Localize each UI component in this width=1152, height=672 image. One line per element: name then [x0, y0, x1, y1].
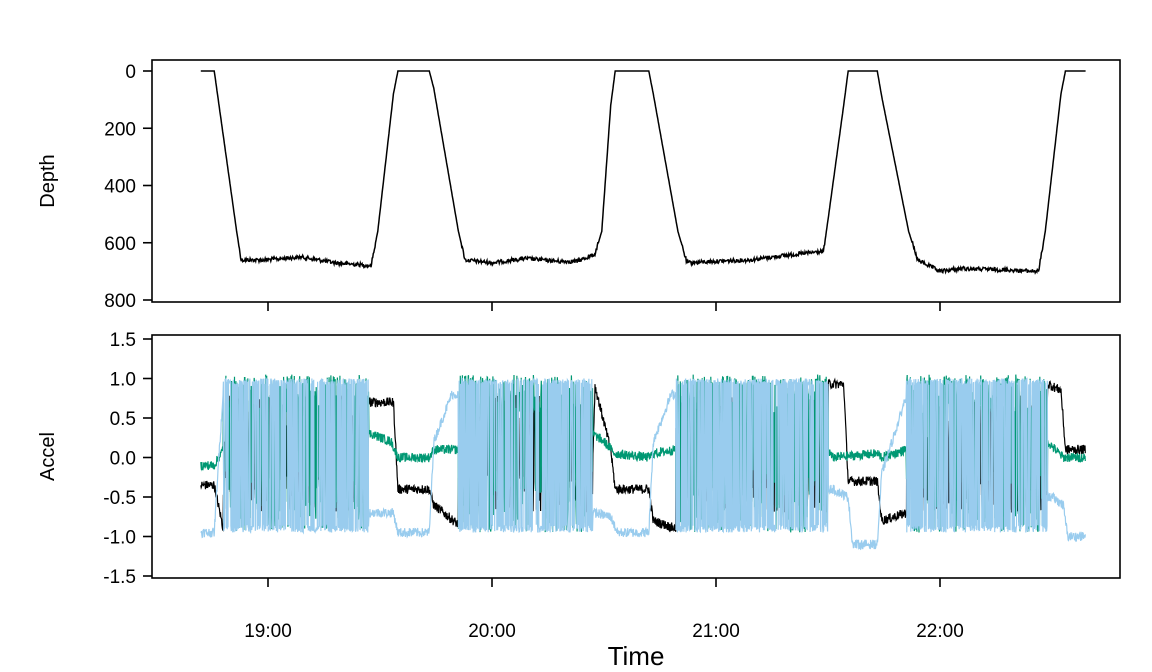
time-x-tick-label: 22:00 [916, 621, 964, 642]
accel-y-tick-label: -1.0 [103, 528, 136, 549]
time-x-tick-label: 21:00 [692, 621, 740, 642]
time-x-tick-label: 20:00 [468, 621, 516, 642]
depth-series-group [200, 70, 1086, 275]
depth-y-axis: 0 200 400 600 800 [104, 62, 152, 312]
accel-y-tick-label: 0.0 [110, 449, 136, 470]
depth-y-tick-label: 600 [104, 234, 136, 255]
depth-plot-frame [151, 59, 1121, 303]
depth-panel: 0 200 400 600 800 Depth [37, 59, 1121, 312]
accel-y-tick-label: -1.5 [103, 567, 136, 588]
depth-y-tick-label: 200 [104, 119, 136, 140]
time-axis-label: Time [608, 641, 665, 671]
accel-y-axis: -1.5 -1.0 -0.5 0.0 0.5 1.0 1.5 [103, 330, 152, 588]
accel-series-line [200, 376, 1086, 551]
accel-series-group [200, 374, 1086, 551]
accel-plot-frame [151, 334, 1121, 579]
accel-axis-label: Accel [37, 432, 59, 481]
accel-y-tick-label: 0.5 [110, 409, 136, 430]
depth-y-tick-label: 400 [104, 177, 136, 198]
depth-y-tick-label: 0 [125, 62, 136, 83]
depth-x-ticks [267, 302, 941, 311]
depth-y-tick-label: 800 [104, 291, 136, 312]
accel-y-tick-label: 1.5 [110, 330, 136, 351]
time-x-axis: 19:00 20:00 21:00 22:00 [244, 578, 964, 642]
depth-series-line [200, 70, 1086, 275]
accel-panel: -1.5 -1.0 -0.5 0.0 0.5 1.0 1.5 19:00 20:00 21:00… [37, 330, 1121, 671]
accel-y-tick-label: 1.0 [110, 370, 136, 391]
time-x-tick-label: 19:00 [244, 621, 292, 642]
accel-y-tick-label: -0.5 [103, 488, 136, 509]
depth-axis-label: Depth [37, 154, 59, 207]
